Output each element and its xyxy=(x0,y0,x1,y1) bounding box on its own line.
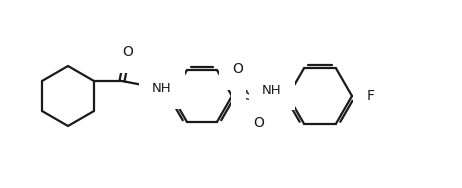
Text: O: O xyxy=(254,116,264,130)
Text: F: F xyxy=(367,89,375,103)
Text: NH: NH xyxy=(262,83,282,96)
Text: NH: NH xyxy=(152,83,171,96)
Text: O: O xyxy=(122,45,134,59)
Text: O: O xyxy=(232,62,243,76)
Text: S: S xyxy=(245,89,255,104)
